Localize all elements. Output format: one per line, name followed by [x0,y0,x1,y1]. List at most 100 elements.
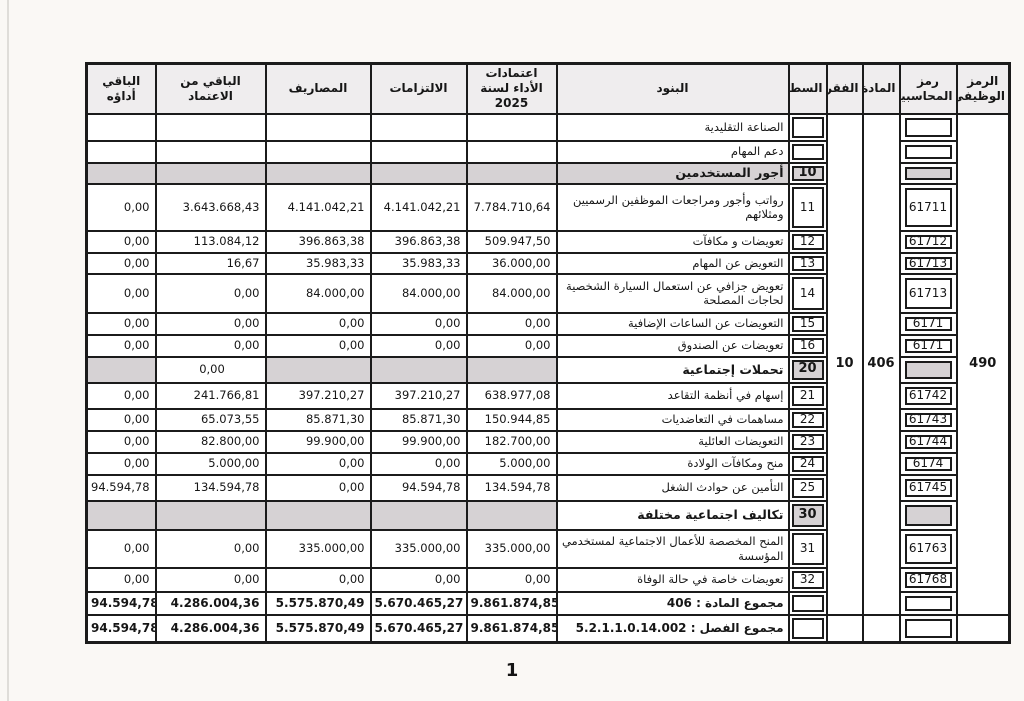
table-row: 10 أجور المستخدمين [85,161,1010,185]
table-row: 6171 15 التعويضات عن الساعات الإضافية 0,00 0… [85,311,1010,336]
cell-due: 0,00 [85,429,157,454]
cell-expenses [264,112,372,142]
line-box: 25 [791,477,824,498]
cell-commitments: 99.900,00 [369,429,468,454]
table-row: 6174 24 منح ومكافآت الولادة 5.000,00 0,00 0,0… [85,451,1010,476]
header-account: رمز المحاسبية [898,62,958,115]
cell-credits: 638.977,08 [465,381,558,410]
cell-credits: 9.861.874,85 [465,613,558,644]
account-box [904,360,952,379]
header-article: المادة [861,62,901,115]
cell-account [898,613,958,644]
account-box: 61745 [904,478,952,497]
cell-commitments: 335.000,00 [369,528,468,569]
cell-account: 61713 [898,251,958,275]
cell-items: رواتب وأجور ومراجعات الموظفين الرسميين و… [555,182,790,232]
cell-credits: 7.784.710,64 [465,182,558,232]
line-box: 23 [791,433,824,450]
cell-article [861,613,901,644]
table-row: 490 406 10 الصناعة التقليدية [85,112,1011,616]
cell-due: 0,00 [85,229,157,254]
cell-account: 6174 [898,451,958,476]
cell-remaining [154,499,267,531]
line-box: 30 [791,503,824,527]
cell-article: 406 [861,112,901,616]
cell-commitments: 5.670.465,27 [369,613,468,644]
cell-account: 61744 [898,429,958,454]
header-remaining: الباقي من الاعتماد [154,62,267,115]
cell-remaining: 82.800,00 [154,429,267,454]
cell-commitments [369,112,468,142]
cell-remaining: 134.594,78 [154,473,267,502]
cell-items: التعويضات العائلية [555,429,790,454]
cell-credits: 134.594,78 [465,473,558,502]
cell-remaining: 0,00 [154,272,267,314]
cell-account: 61713 [898,272,958,314]
cell-credits: 36.000,00 [465,251,558,275]
cell-items: مجموع المادة : 406 [555,590,790,616]
cell-expenses [264,499,372,531]
account-box: 61763 [904,533,952,564]
cell-line: 30 [787,499,828,531]
line-box: 32 [791,570,824,589]
cell-items: مجموع الفصل : 5.2.1.1.0.14.002 [555,613,790,644]
line-box: 22 [791,411,824,428]
cell-items: التأمين عن حوادث الشغل [555,473,790,502]
table-row: 30 تكاليف اجتماعية مختلفة [85,499,1010,531]
cell-commitments: 0,00 [369,333,468,358]
cell-items: المنح المخصصة للأعمال الاجتماعية لمستخدم… [555,528,790,569]
cell-commitments: 85.871,30 [369,407,468,432]
cell-commitments: 5.670.465,27 [369,590,468,616]
cell-line [787,613,828,644]
cell-commitments: 0,00 [369,311,468,336]
table-row: دعم المهام [85,139,1010,164]
cell-due: 0,00 [85,182,157,232]
cell-expenses: 396.863,38 [264,229,372,254]
cell-due: 0,00 [85,451,157,476]
table-row: 61744 23 التعويضات العائلية 182.700,00 99.90… [85,429,1010,454]
cell-line: 16 [787,333,828,358]
cell-line: 10 [787,161,828,185]
cell-expenses: 4.141.042,21 [264,182,372,232]
cell-remaining: 3.643.668,43 [154,182,267,232]
cell-account: 61712 [898,229,958,254]
cell-items: إسهام في أنظمة التقاعد [555,381,790,410]
cell-commitments [369,161,468,185]
cell-remaining: 4.286.004,36 [154,590,267,616]
cell-line: 14 [787,272,828,314]
cell-line: 20 [787,355,828,384]
cell-credits: 9.861.874,85 [465,590,558,616]
cell-account: 61743 [898,407,958,432]
cell-account: 61745 [898,473,958,502]
scan-edge-artifact [7,0,9,701]
cell-remaining [154,161,267,185]
cell-commitments [369,139,468,164]
cell-remaining: 0,00 [154,566,267,593]
account-box [904,117,952,137]
cell-commitments: 4.141.042,21 [369,182,468,232]
cell-remaining: 0,00 [154,311,267,336]
line-box: 15 [791,315,824,332]
cell-due: 0,00 [85,251,157,275]
header-paragraph: الفقرة [825,62,864,115]
cell-line: 12 [787,229,828,254]
budget-table: الرمز الوظيفي رمز المحاسبية المادة الفقر… [85,62,1011,644]
cell-items: دعم المهام [555,139,790,164]
cell-commitments [369,499,468,531]
cell-credits: 150.944,85 [465,407,558,432]
table-body: 490 406 10 الصناعة التقليدية دعم المهام 10 أجو… [85,112,1011,644]
cell-due: 0,00 [85,407,157,432]
cell-line: 25 [787,473,828,502]
account-box [904,618,952,638]
line-box: 20 [791,359,824,380]
header-items: البنود [555,62,790,115]
cell-items: التعويض عن المهام [555,251,790,275]
cell-expenses: 35.983,33 [264,251,372,275]
cell-commitments [369,355,468,384]
cell-items: الصناعة التقليدية [555,112,790,142]
cell-items: أجور المستخدمين [555,161,790,185]
cell-account: 6171 [898,311,958,336]
cell-line [787,590,828,616]
account-box: 61742 [904,386,952,405]
cell-account [898,499,958,531]
